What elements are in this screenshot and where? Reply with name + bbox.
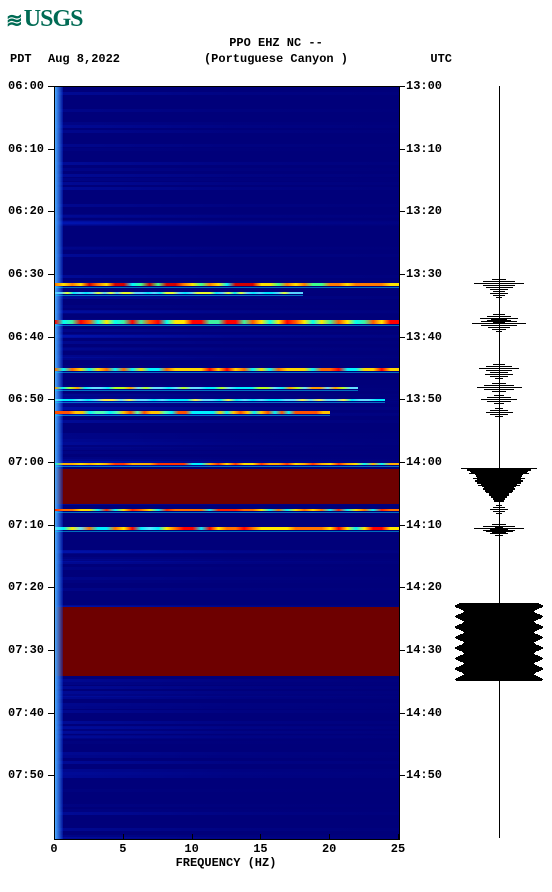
y-tick-right <box>399 462 405 463</box>
x-axis-title: FREQUENCY (HZ) <box>54 856 398 870</box>
y-tick-left <box>48 211 54 212</box>
y-tick-left <box>48 399 54 400</box>
y-label-right: 13:00 <box>406 79 442 93</box>
y-tick-right <box>399 775 405 776</box>
y-label-right: 14:20 <box>406 580 442 594</box>
y-label-left: 07:10 <box>8 518 44 532</box>
y-label-right: 14:40 <box>406 706 442 720</box>
usgs-wave-icon: ≋ <box>6 8 22 33</box>
x-tick <box>54 834 55 840</box>
usgs-logo: ≋USGS <box>6 6 82 33</box>
x-tick <box>398 834 399 840</box>
x-label: 5 <box>119 842 126 856</box>
seis-spike <box>477 387 522 388</box>
y-label-right: 13:10 <box>406 142 442 156</box>
y-tick-right <box>399 399 405 400</box>
y-label-left: 06:00 <box>8 79 44 93</box>
y-label-left: 06:10 <box>8 142 44 156</box>
y-tick-left <box>48 713 54 714</box>
y-tick-right <box>399 587 405 588</box>
x-label: 20 <box>322 842 336 856</box>
y-tick-right <box>399 211 405 212</box>
y-label-right: 14:50 <box>406 768 442 782</box>
x-tick <box>192 834 193 840</box>
x-tick <box>329 834 330 840</box>
seis-spike <box>486 287 513 288</box>
seis-spike <box>488 327 511 328</box>
tz-right-label: UTC <box>430 52 452 66</box>
y-label-left: 07:00 <box>8 455 44 469</box>
x-label: 0 <box>50 842 57 856</box>
y-tick-left <box>48 462 54 463</box>
seis-spike <box>490 509 508 510</box>
y-label-left: 07:40 <box>8 706 44 720</box>
y-label-right: 14:10 <box>406 518 442 532</box>
x-tick <box>123 834 124 840</box>
x-tick <box>260 834 261 840</box>
seismogram-panel <box>454 86 544 838</box>
y-tick-right <box>399 713 405 714</box>
x-label: 15 <box>253 842 267 856</box>
seis-spike <box>485 374 514 375</box>
y-tick-left <box>48 525 54 526</box>
y-tick-right <box>399 149 405 150</box>
y-label-right: 13:40 <box>406 330 442 344</box>
y-tick-right <box>399 337 405 338</box>
y-tick-left <box>48 337 54 338</box>
seis-spike <box>490 293 508 294</box>
y-label-left: 07:30 <box>8 643 44 657</box>
y-label-right: 13:30 <box>406 267 442 281</box>
x-label: 25 <box>391 842 405 856</box>
seis-spike <box>486 531 513 532</box>
y-label-right: 13:20 <box>406 204 442 218</box>
seis-spike <box>486 412 513 413</box>
seismogram-axis <box>499 86 500 838</box>
seis-spike <box>481 399 517 400</box>
y-tick-left <box>48 149 54 150</box>
station-location: (Portuguese Canyon ) <box>0 52 552 66</box>
plot-title: PPO EHZ NC -- <box>0 36 552 50</box>
y-tick-right <box>399 86 405 87</box>
y-tick-left <box>48 86 54 87</box>
y-tick-left <box>48 775 54 776</box>
y-tick-right <box>399 525 405 526</box>
y-label-right: 14:30 <box>406 643 442 657</box>
y-label-left: 06:20 <box>8 204 44 218</box>
y-label-right: 14:00 <box>406 455 442 469</box>
y-label-right: 13:50 <box>406 392 442 406</box>
y-tick-left <box>48 587 54 588</box>
x-label: 10 <box>184 842 198 856</box>
y-label-left: 06:40 <box>8 330 44 344</box>
spectrogram-plot <box>54 86 400 840</box>
usgs-text: USGS <box>24 6 83 32</box>
y-label-left: 06:30 <box>8 267 44 281</box>
y-tick-left <box>48 274 54 275</box>
y-label-left: 07:20 <box>8 580 44 594</box>
y-tick-right <box>399 650 405 651</box>
y-tick-left <box>48 650 54 651</box>
y-label-left: 06:50 <box>8 392 44 406</box>
seis-spike <box>479 368 519 369</box>
y-label-left: 07:50 <box>8 768 44 782</box>
y-tick-right <box>399 274 405 275</box>
